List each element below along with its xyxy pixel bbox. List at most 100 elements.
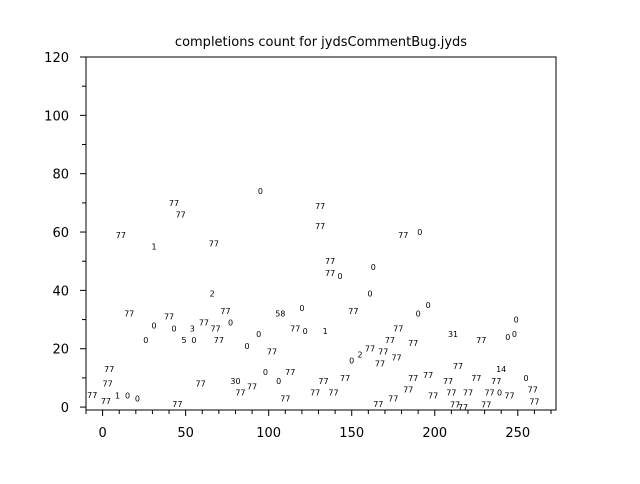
data-point-label: 77 (315, 222, 325, 231)
data-point-label: 77 (408, 374, 418, 383)
data-point-label: 77 (385, 336, 395, 345)
data-point-label: 77 (463, 388, 473, 397)
y-tick-label: 40 (52, 284, 69, 299)
data-point-label: 1 (323, 327, 328, 336)
data-point-label: 0 (191, 336, 196, 345)
data-point-label: 77 (315, 202, 325, 211)
data-point-label: 0 (303, 327, 308, 336)
x-tick-label: 0 (98, 426, 106, 441)
chart-title: completions count for jydsCommentBug.jyd… (175, 35, 467, 50)
data-point-label: 14 (496, 365, 506, 374)
data-point-label: 77 (172, 400, 182, 409)
data-point-label: 77 (423, 371, 433, 380)
data-point-label: 77 (375, 359, 385, 368)
data-point-label: 0 (256, 330, 261, 339)
data-point-label: 77 (164, 313, 174, 322)
data-point-label: 77 (393, 324, 403, 333)
data-point-label: 0 (135, 394, 140, 403)
data-point-label: 77 (235, 389, 245, 398)
data-point-label: 30 (230, 377, 240, 386)
data-point-label: 58 (275, 310, 285, 319)
data-point-label: 0 (349, 356, 354, 365)
data-point-label: 3 (190, 324, 195, 333)
plot-area-frame (85, 56, 557, 411)
x-tick-label: 50 (177, 426, 194, 441)
data-point-label: 77 (398, 231, 408, 240)
data-point-label: 77 (220, 307, 230, 316)
data-point-label: 77 (504, 391, 514, 400)
data-point-label: 77 (428, 391, 438, 400)
data-point-label: 77 (378, 348, 388, 357)
data-point-label: 0 (171, 324, 176, 333)
data-point-label: 77 (476, 336, 486, 345)
data-point-label: 0 (512, 330, 517, 339)
data-point-label: 77 (373, 400, 383, 409)
data-point-label: 0 (524, 374, 529, 383)
data-point-label: 0 (299, 304, 304, 313)
data-point-label: 77 (124, 310, 134, 319)
x-axis: 0 50 100 150 200 250 (85, 410, 552, 441)
data-point-label: 77 (280, 394, 290, 403)
data-point-label: 77 (484, 388, 494, 397)
data-point-label: 77 (450, 400, 460, 409)
data-point-label: 77 (408, 339, 418, 348)
data-point-label: 0 (416, 310, 421, 319)
data-point-label: 77 (391, 353, 401, 362)
y-tick-label: 60 (52, 226, 69, 241)
data-point-label: 1 (152, 243, 157, 252)
data-point-label: 77 (290, 324, 300, 333)
data-point-label: 31 (448, 330, 458, 339)
data-point-label: 77 (365, 345, 375, 354)
data-point-label: 77 (210, 324, 220, 333)
data-point-label: 77 (87, 391, 97, 400)
data-point-label: 77 (325, 269, 335, 278)
x-tick-label: 250 (505, 426, 530, 441)
data-point-label: 77 (104, 365, 114, 374)
data-point-label: 77 (491, 377, 501, 386)
x-tick-label: 200 (422, 426, 447, 441)
data-point-label: 77 (116, 231, 126, 240)
data-point-label: 1 (115, 391, 120, 400)
data-point-label: 77 (318, 377, 328, 386)
data-point-label: 0 (143, 336, 148, 345)
data-point-label: 0 (367, 289, 372, 298)
data-point-label: 77 (481, 400, 491, 409)
data-point-label: 0 (125, 391, 130, 400)
data-point-label: 77 (471, 374, 481, 383)
data-point-label: 77 (101, 397, 111, 406)
data-point-label: 0 (338, 272, 343, 281)
y-axis: 0 20 40 60 80 100 120 (44, 51, 86, 416)
data-point-label: 2 (210, 289, 215, 298)
data-point-label: 5 (181, 336, 186, 345)
data-point-label: 2 (357, 351, 362, 360)
data-point-label: 0 (497, 389, 502, 398)
data-point-label: 77 (267, 348, 277, 357)
data-point-label: 77 (443, 377, 453, 386)
data-point-label: 77 (214, 336, 224, 345)
data-point-label: 0 (514, 316, 519, 325)
data-point-label: 77 (102, 380, 112, 389)
data-point-label: 0 (417, 228, 422, 237)
data-point-label: 0 (426, 301, 431, 310)
data-point-label: 77 (310, 388, 320, 397)
y-tick-label: 120 (44, 51, 69, 66)
y-tick-label: 80 (52, 168, 69, 183)
data-point-label: 77 (446, 389, 456, 398)
data-point-label: 77 (340, 374, 350, 383)
data-point-label: 77 (199, 318, 209, 327)
data-point-label: 77 (195, 380, 205, 389)
data-point-label: 77 (529, 397, 539, 406)
data-point-label: 0 (505, 333, 510, 342)
x-tick-label: 100 (256, 426, 281, 441)
data-point-label: 0 (371, 263, 376, 272)
data-point-label: 77 (388, 394, 398, 403)
y-tick-label: 100 (44, 109, 69, 124)
data-point-label: 77 (325, 257, 335, 266)
data-point-label: 77 (403, 386, 413, 395)
data-point-label: 0 (276, 377, 281, 386)
x-tick-label: 150 (339, 426, 364, 441)
data-point-label: 77 (328, 388, 338, 397)
data-point-label: 77 (458, 403, 468, 412)
